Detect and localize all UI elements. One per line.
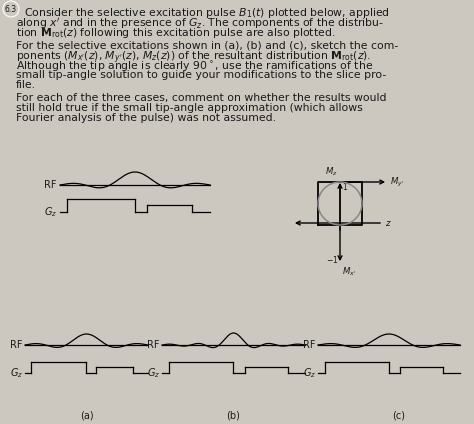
Text: RF: RF xyxy=(45,180,57,190)
Text: $M_{y'}$: $M_{y'}$ xyxy=(390,176,404,189)
Text: still hold true if the small tip-angle approximation (which allows: still hold true if the small tip-angle a… xyxy=(16,103,363,113)
Text: $G_z$: $G_z$ xyxy=(303,366,316,380)
Text: RF: RF xyxy=(147,340,160,350)
Text: $z$: $z$ xyxy=(385,218,392,228)
Text: For the selective excitations shown in (a), (b) and (c), sketch the com-: For the selective excitations shown in (… xyxy=(16,40,398,50)
Text: RF: RF xyxy=(10,340,23,350)
Text: small tip-angle solution to guide your modifications to the slice pro-: small tip-angle solution to guide your m… xyxy=(16,70,386,80)
Text: $G_z$: $G_z$ xyxy=(10,366,23,380)
Text: $M_z$: $M_z$ xyxy=(325,165,338,178)
Text: tion $\mathbf{M}_{\mathrm{rot}}(z)$ following this excitation pulse are also plo: tion $\mathbf{M}_{\mathrm{rot}}(z)$ foll… xyxy=(16,26,335,40)
Text: Consider the selective excitation pulse $B_1(t)$ plotted below, applied: Consider the selective excitation pulse … xyxy=(24,6,390,20)
Text: Although the tip angle is clearly 90$^\circ$, use the ramifications of the: Although the tip angle is clearly 90$^\c… xyxy=(16,60,373,74)
Text: $G_z$: $G_z$ xyxy=(44,205,57,219)
Text: file.: file. xyxy=(16,80,36,90)
Text: For each of the three cases, comment on whether the results would: For each of the three cases, comment on … xyxy=(16,93,386,103)
Text: (c): (c) xyxy=(392,410,405,420)
Text: 1: 1 xyxy=(342,183,347,192)
Text: ponents ($M_{x'}(z)$, $M_{y'}(z)$, $M_z(z)$) of the resultant distribution $\mat: ponents ($M_{x'}(z)$, $M_{y'}(z)$, $M_z(… xyxy=(16,50,371,67)
Text: $-1$: $-1$ xyxy=(326,254,338,265)
Text: along $x'$ and in the presence of $G_z$. The components of the distribu-: along $x'$ and in the presence of $G_z$.… xyxy=(16,16,384,31)
Text: (a): (a) xyxy=(80,410,93,420)
Text: (b): (b) xyxy=(227,410,240,420)
Text: $G_z$: $G_z$ xyxy=(147,366,160,380)
Text: 6.3: 6.3 xyxy=(5,5,17,14)
Text: RF: RF xyxy=(303,340,316,350)
Text: Fourier analysis of the pulse) was not assumed.: Fourier analysis of the pulse) was not a… xyxy=(16,113,276,123)
Text: $M_{x'}$: $M_{x'}$ xyxy=(342,266,356,279)
